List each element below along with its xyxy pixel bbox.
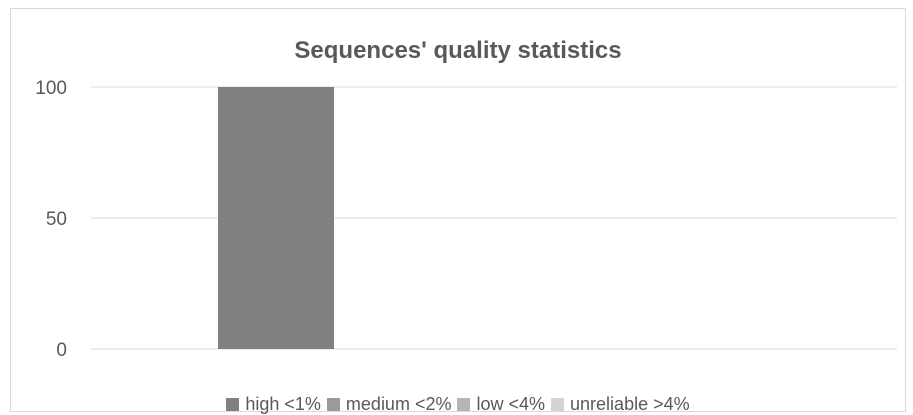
legend-label: high <1% — [245, 394, 321, 414]
legend-label: low <4% — [476, 394, 546, 414]
chart-plot-area: 0 50 100 — [35, 78, 897, 361]
chart-frame: Sequences' quality statistics 0 50 100 hig… — [10, 8, 906, 415]
legend-swatch — [551, 398, 565, 411]
legend-label: medium <2% — [345, 394, 452, 414]
chart-legend: high <1% medium <2% low <4% unreliable >4% — [11, 393, 905, 415]
legend-swatch — [326, 398, 340, 411]
legend-item: unreliable >4% — [551, 393, 690, 415]
legend-swatch — [226, 398, 240, 411]
y-tick-label: 100 — [35, 78, 67, 99]
legend-swatch — [457, 398, 471, 411]
legend-item: low <4% — [457, 393, 545, 415]
y-tick-label: 50 — [46, 209, 67, 230]
legend-item: high <1% — [226, 393, 321, 415]
legend-label: unreliable >4% — [570, 394, 690, 414]
bar-1 — [218, 87, 334, 349]
chart-title: Sequences' quality statistics — [294, 37, 622, 64]
legend-item: medium <2% — [326, 393, 452, 415]
y-tick-label: 0 — [56, 340, 67, 361]
